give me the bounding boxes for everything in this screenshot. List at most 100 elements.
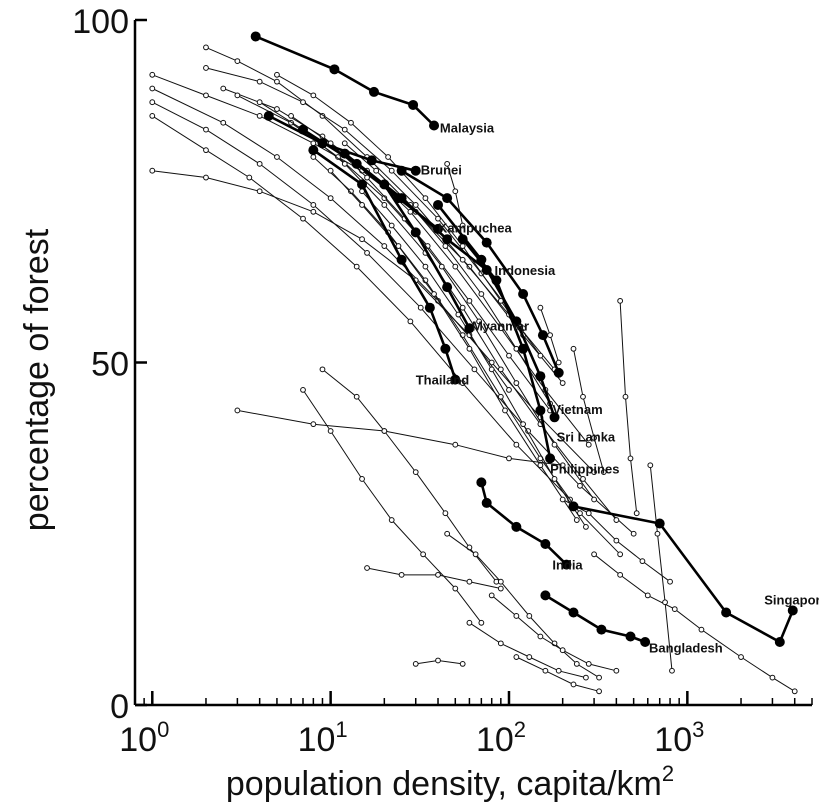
highlighted-data-point (298, 124, 309, 135)
series-label: Vietnam (552, 402, 602, 417)
data-point (422, 263, 429, 270)
highlighted-data-point (535, 371, 546, 382)
highlighted-data-point (308, 145, 319, 156)
series-line (619, 300, 638, 514)
data-point (444, 160, 451, 167)
highlighted-data-point (476, 477, 487, 488)
data-point (381, 202, 388, 208)
data-point (513, 654, 520, 660)
data-point (466, 578, 473, 585)
data-point (547, 332, 553, 339)
highlighted-data-point (396, 193, 407, 204)
data-point (466, 345, 473, 352)
data-point (234, 92, 241, 99)
data-point (667, 578, 673, 585)
highlighted-data-point (457, 234, 468, 245)
data-point (341, 160, 348, 167)
data-point (203, 147, 209, 154)
highlighted-data-point (535, 405, 546, 416)
series (149, 85, 597, 476)
data-point (444, 530, 451, 537)
data-point (149, 85, 156, 92)
highlighted-data-point (774, 636, 785, 647)
data-point (359, 476, 365, 482)
series (274, 71, 544, 359)
data-point (583, 674, 589, 681)
data-point (613, 667, 620, 674)
data-point (577, 482, 583, 489)
data-point (466, 619, 473, 626)
data-point (596, 688, 602, 695)
data-point (420, 551, 427, 558)
x-axis-label: population density, capita/km2 (226, 761, 674, 803)
data-point (327, 195, 334, 202)
data-point (256, 188, 263, 195)
series-line (649, 465, 673, 671)
data-point (591, 434, 597, 441)
data-point (364, 174, 370, 181)
data-point (300, 387, 306, 393)
data-point (300, 99, 306, 106)
data-point (203, 65, 209, 71)
x-tick-base: 10 (654, 721, 692, 759)
data-point (398, 571, 405, 578)
data-point (149, 71, 156, 78)
highlighted-series-line (400, 169, 560, 374)
data-point (459, 661, 466, 667)
series-label: India (552, 558, 583, 573)
series (364, 565, 504, 592)
data-point (385, 154, 392, 160)
highlighted-data-point (481, 497, 492, 508)
data-point (256, 78, 263, 85)
data-point (438, 263, 445, 270)
data-point (203, 174, 209, 181)
highlighted-data-point (366, 155, 377, 166)
data-point (274, 78, 280, 85)
data-point (617, 551, 624, 558)
series-label: Bangladesh (649, 640, 723, 655)
data-point (526, 613, 533, 619)
highlighted-series (476, 477, 572, 570)
series-label: Sri Lanka (557, 429, 616, 444)
series (412, 657, 466, 667)
data-point (570, 345, 577, 352)
series-line (469, 622, 587, 679)
data-point (644, 592, 651, 599)
data-point (234, 407, 241, 414)
data-point (220, 85, 227, 92)
series-line (237, 409, 563, 466)
data-point (310, 208, 317, 215)
data-point (435, 657, 441, 664)
data-point (459, 380, 466, 386)
data-point (459, 256, 466, 263)
series (203, 44, 558, 373)
highlighted-series-line (343, 152, 488, 272)
data-point (647, 462, 654, 469)
highlighted-data-point (410, 165, 421, 176)
highlighted-series-line (312, 149, 457, 380)
data-point (341, 140, 348, 147)
data-point (310, 154, 317, 160)
series-line (361, 190, 587, 528)
series-line (491, 595, 617, 672)
data-point (617, 571, 624, 578)
data-point (506, 352, 512, 359)
highlighted-data-point (442, 282, 453, 293)
series-label: Singapore (764, 593, 819, 608)
highlighted-data-point (396, 254, 407, 265)
highlighted-data-point (424, 302, 435, 313)
data-point (591, 496, 597, 503)
data-point (422, 195, 429, 202)
highlighted-data-point (640, 636, 651, 647)
chart-marks (149, 31, 798, 695)
data-point (256, 160, 263, 167)
data-point (310, 202, 317, 208)
data-point (506, 387, 512, 393)
data-point (203, 44, 209, 51)
series-line (313, 156, 621, 555)
data-point (459, 222, 466, 229)
series (203, 65, 527, 332)
highlighted-data-point (568, 607, 579, 618)
data-point (435, 215, 441, 222)
